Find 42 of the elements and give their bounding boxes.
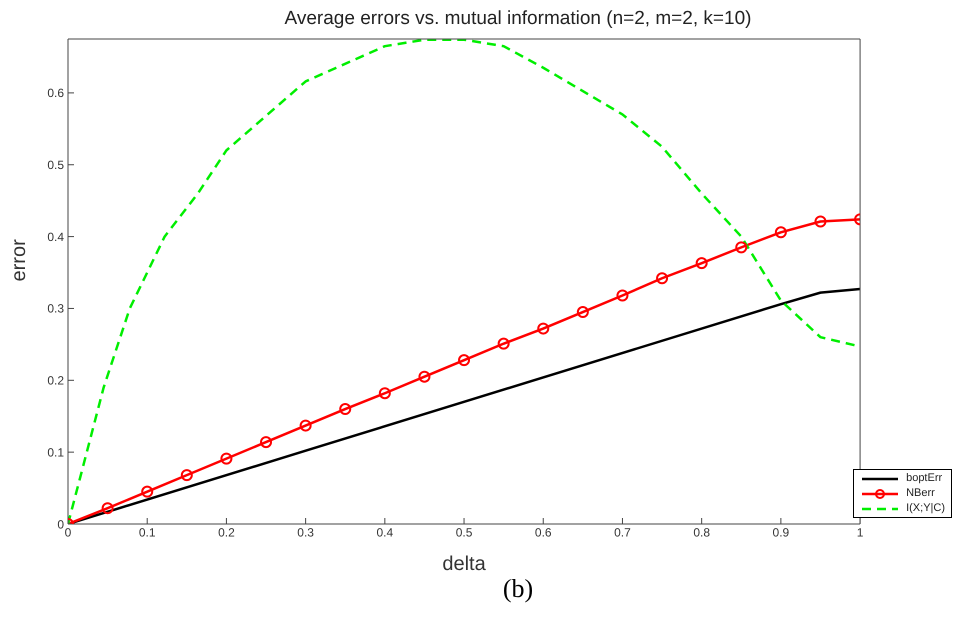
x-tick-label: 0.2: [218, 526, 236, 540]
legend-label: boptErr: [906, 471, 942, 486]
legend-label: NBerr: [906, 486, 935, 501]
point: [300, 420, 312, 432]
point: [696, 257, 708, 270]
x-tick-label: 0.3: [297, 526, 314, 540]
point: [576, 306, 589, 318]
point: [458, 354, 470, 366]
x-tick-label: 0.4: [376, 526, 394, 540]
y-tick-label: 0.1: [47, 445, 64, 460]
point: [180, 469, 193, 482]
point: [339, 403, 352, 416]
y-tick-label: 0.3: [47, 302, 64, 316]
point: [220, 452, 232, 465]
y-tick-label: 0.5: [47, 158, 64, 172]
x-tick-label: 0.9: [772, 526, 790, 540]
point: [418, 370, 430, 383]
point: [735, 241, 748, 254]
point: [498, 338, 510, 350]
point: [141, 486, 154, 498]
point: [814, 216, 826, 228]
x-tick-label: 0.6: [534, 526, 552, 540]
x-tick-label: 1: [856, 526, 864, 540]
y-tick-label: 0.4: [47, 230, 64, 244]
point: [260, 436, 272, 448]
x-tick-label: 0.1: [138, 526, 156, 540]
point: [102, 502, 114, 514]
x-axis-title: delta: [442, 553, 487, 575]
y-axis-title: error: [8, 238, 30, 282]
y-tick-label: 0.2: [47, 374, 64, 388]
point: [378, 387, 391, 400]
legend-label: I(X;Y|C): [906, 501, 945, 516]
x-tick-label: 0.5: [456, 526, 473, 540]
chart-title: Average errors vs. mutual information (n=2, m=2, k=10): [284, 8, 752, 31]
y-tick-label: 0.6: [47, 86, 64, 100]
point: [774, 226, 787, 238]
x-tick-label: 0.7: [614, 526, 632, 540]
point: [537, 322, 550, 335]
point: [616, 290, 628, 302]
text: (b): [502, 574, 534, 604]
point: [656, 272, 668, 284]
x-tick-label: 0.8: [693, 526, 710, 540]
